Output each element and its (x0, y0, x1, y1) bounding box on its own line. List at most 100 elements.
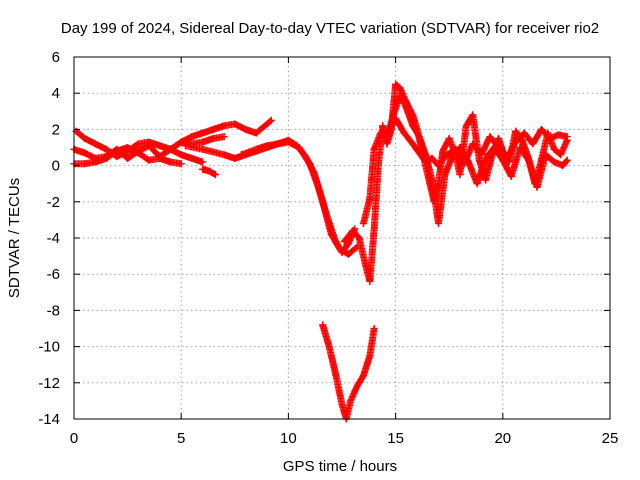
data-point (469, 111, 477, 119)
data-point (520, 129, 528, 137)
data-point (392, 80, 400, 88)
y-tick-labels: -14 -12 -10 -8 -6 -4 -2 0 2 4 6 (38, 49, 60, 428)
data-point (370, 225, 378, 233)
data-point (231, 120, 239, 128)
data-point (475, 156, 483, 164)
data-point (507, 172, 515, 180)
data-point (525, 156, 533, 164)
data-point (366, 194, 374, 202)
data-point (389, 111, 397, 119)
series-track-c (70, 144, 185, 168)
data-point (134, 140, 142, 148)
series-track-g (237, 136, 361, 258)
data-point (284, 136, 292, 144)
data-point (293, 142, 301, 150)
data-point (482, 154, 490, 162)
data-point (392, 115, 400, 123)
data-point (91, 140, 99, 148)
data-point (434, 220, 442, 228)
x-tick-label: 15 (387, 430, 404, 447)
data-point (415, 149, 423, 157)
data-point (242, 125, 250, 133)
data-point (310, 169, 318, 177)
x-tick-label: 0 (70, 430, 78, 447)
data-point (220, 151, 228, 159)
data-point (274, 140, 282, 148)
data-point (134, 149, 142, 157)
y-tick-label: 6 (52, 49, 60, 66)
data-point (486, 133, 494, 141)
data-point (199, 138, 207, 146)
data-point (81, 149, 89, 157)
y-tick-label: -10 (38, 339, 60, 356)
data-point (402, 104, 410, 112)
data-point (220, 122, 228, 130)
gridlines (74, 57, 610, 419)
data-point (473, 180, 481, 188)
data-point (263, 120, 271, 128)
x-tick-label: 10 (280, 430, 297, 447)
data-point (441, 171, 449, 179)
data-point (447, 154, 455, 162)
data-point (456, 144, 464, 151)
data-point (263, 142, 271, 150)
data-point (370, 145, 378, 153)
data-point (460, 160, 468, 168)
data-point (181, 142, 189, 150)
data-point (325, 343, 333, 351)
data-point (359, 372, 367, 380)
x-tick-labels: 0 5 10 15 20 25 (70, 430, 619, 447)
data-point (212, 171, 220, 179)
data-point (252, 145, 260, 153)
data-point (533, 183, 541, 191)
data-point (145, 142, 153, 150)
data-point (537, 125, 545, 133)
data-point (383, 129, 391, 137)
data-point (503, 154, 511, 162)
y-tick-label: -2 (47, 194, 60, 211)
data-point (563, 133, 571, 141)
data-point (452, 145, 460, 153)
data-point (156, 154, 164, 162)
data-point (81, 134, 89, 142)
data-point (439, 147, 447, 155)
data-point (542, 151, 550, 159)
data-point (366, 277, 374, 285)
data-point (199, 165, 207, 173)
data-point (546, 134, 554, 142)
data-point (347, 397, 355, 405)
x-axis-label: GPS time / hours (283, 458, 397, 475)
y-tick-label: -8 (47, 302, 60, 319)
data-point (434, 162, 442, 170)
y-tick-label: 4 (52, 85, 60, 102)
data-point (379, 122, 387, 130)
y-axis-label: SDTVAR / TECUs (6, 178, 23, 298)
data-point (482, 176, 490, 184)
data-point (332, 370, 340, 378)
data-point (205, 167, 213, 175)
data-point (555, 131, 563, 139)
data-point (199, 158, 207, 166)
data-point (370, 325, 378, 332)
y-tick-label: 0 (52, 158, 60, 175)
data-point (319, 198, 327, 206)
data-point (124, 154, 132, 162)
data-point (428, 154, 436, 162)
data-point (319, 321, 327, 329)
data-point (349, 227, 357, 235)
data-point (428, 176, 436, 184)
data-point (396, 84, 404, 92)
data-point (336, 245, 344, 253)
chart-title: Day 199 of 2024, Sidereal Day-to-day VTE… (61, 20, 599, 37)
data-point (415, 133, 423, 141)
data-point (231, 154, 239, 162)
x-tick-label: 20 (494, 430, 511, 447)
data-point (199, 129, 207, 137)
data-point (529, 140, 537, 148)
data-point (512, 127, 520, 135)
data-point (188, 154, 196, 162)
data-point (166, 145, 174, 153)
data-point (353, 382, 361, 390)
